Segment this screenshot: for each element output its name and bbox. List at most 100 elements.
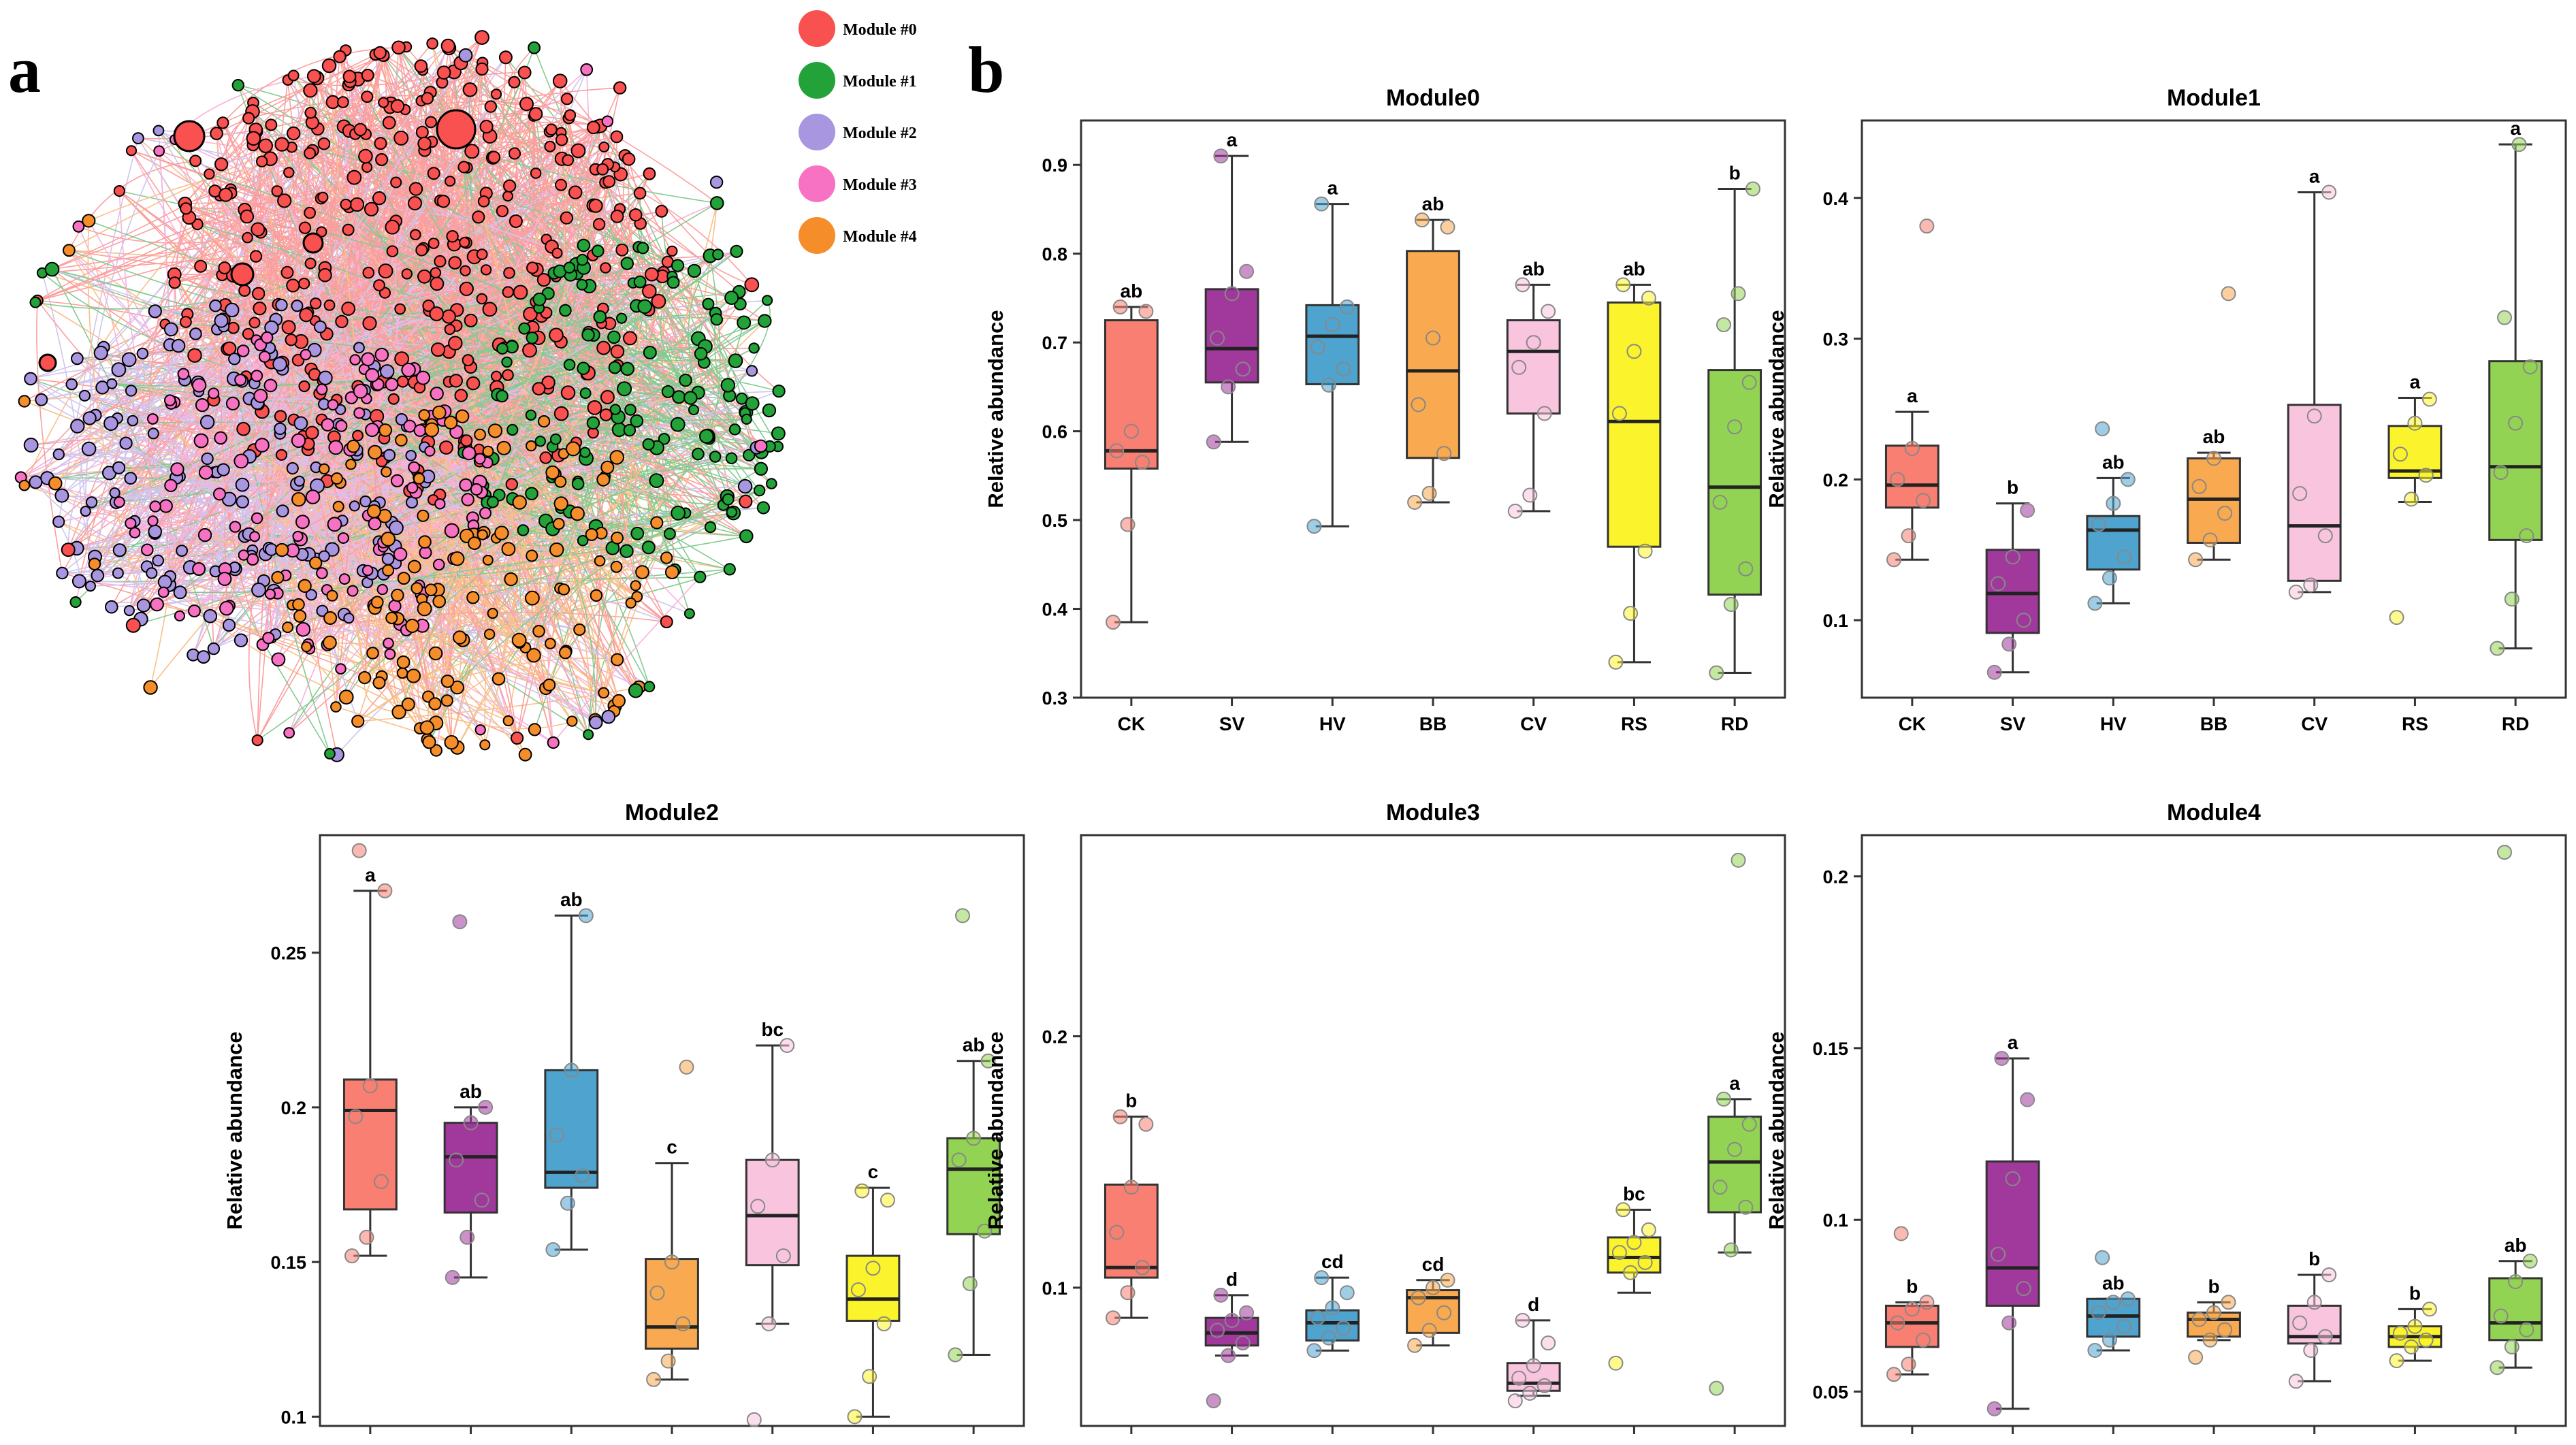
significance-letter: a xyxy=(2008,1032,2018,1053)
network-node xyxy=(428,697,442,711)
network-node xyxy=(353,123,367,137)
network-node xyxy=(555,133,568,146)
network-edge xyxy=(125,442,415,468)
network-node xyxy=(393,130,409,146)
legend-label: Module #3 xyxy=(843,176,917,194)
network-node xyxy=(571,477,585,491)
network-node xyxy=(242,112,255,125)
network-node xyxy=(274,137,289,152)
network-edge xyxy=(364,653,400,713)
network-edge xyxy=(199,102,254,267)
network-node xyxy=(559,646,572,660)
network-node xyxy=(616,312,628,324)
data-point xyxy=(1741,1116,1757,1132)
data-point xyxy=(2508,415,2524,431)
network-node xyxy=(82,214,96,228)
network-node xyxy=(173,585,187,600)
network-node xyxy=(332,500,344,513)
network-node xyxy=(391,40,406,55)
data-point xyxy=(2188,1350,2204,1365)
network-node xyxy=(501,542,516,556)
network-edge xyxy=(430,71,525,93)
network-node xyxy=(482,555,494,566)
network-node xyxy=(596,472,611,487)
network-node xyxy=(373,46,387,60)
network-node xyxy=(121,352,137,368)
data-point xyxy=(474,1192,489,1208)
network-node xyxy=(622,152,636,166)
network-node xyxy=(560,211,573,225)
data-point xyxy=(478,1099,494,1115)
data-point xyxy=(578,908,594,924)
network-hub-node xyxy=(38,353,57,372)
data-point xyxy=(1716,317,1731,333)
x-tick-label: RS xyxy=(2402,713,2428,734)
network-edge xyxy=(118,453,564,574)
data-point xyxy=(1723,1242,1739,1258)
data-point xyxy=(2102,570,2117,586)
network-hub-node xyxy=(302,232,324,254)
network-node xyxy=(586,416,600,430)
network-node xyxy=(109,487,120,499)
network-node xyxy=(111,362,127,378)
network-edge xyxy=(271,611,667,638)
iqr-box xyxy=(342,1078,398,1211)
x-tick-label: RS xyxy=(2402,1442,2428,1445)
network-node xyxy=(526,549,538,562)
network-edge xyxy=(112,336,615,387)
network-node xyxy=(264,588,276,600)
network-node xyxy=(405,450,417,461)
network-edge xyxy=(385,259,583,472)
network-node xyxy=(434,498,446,510)
network-node xyxy=(303,83,318,98)
network-node xyxy=(287,69,300,82)
data-point xyxy=(1730,852,1746,868)
box-hv: ab xyxy=(2086,421,2141,611)
x-tick-label: CV xyxy=(759,1442,786,1445)
network-edge xyxy=(244,290,474,526)
data-point xyxy=(564,1062,579,1078)
network-node xyxy=(609,404,622,415)
network-edge xyxy=(174,282,742,400)
network-node xyxy=(461,493,474,506)
network-node xyxy=(292,530,304,542)
network-node xyxy=(570,506,585,521)
network-node xyxy=(56,566,69,580)
box-rd: ab xyxy=(946,908,1001,1363)
network-node xyxy=(417,136,432,151)
box-sv: ab xyxy=(443,914,498,1285)
network-node xyxy=(385,377,399,391)
network-edge xyxy=(158,150,171,401)
network-node xyxy=(382,116,396,130)
network-node xyxy=(197,650,210,664)
network-node xyxy=(342,69,357,84)
network-node xyxy=(492,672,506,686)
data-point xyxy=(779,1038,795,1053)
network-node xyxy=(324,748,336,760)
data-point xyxy=(1890,472,1905,487)
network-node xyxy=(343,613,355,624)
y-tick-label: 0.1 xyxy=(1042,1278,1067,1299)
data-point xyxy=(549,1127,564,1143)
x-tick-label: CK xyxy=(1118,713,1145,734)
data-point xyxy=(1123,423,1139,439)
data-point xyxy=(1723,597,1739,612)
network-node xyxy=(391,588,404,602)
network-node xyxy=(152,554,164,567)
network-node xyxy=(710,313,724,326)
network-node xyxy=(306,69,321,84)
data-point xyxy=(1411,397,1426,412)
network-node xyxy=(434,255,447,268)
network-node xyxy=(494,525,509,540)
network-node xyxy=(629,208,643,222)
network-node xyxy=(730,244,743,258)
data-point xyxy=(2421,1301,2437,1317)
network-node xyxy=(560,385,576,400)
network-node xyxy=(482,445,494,457)
data-point xyxy=(1314,1270,1330,1286)
network-edge xyxy=(492,72,526,159)
network-node xyxy=(321,58,337,74)
panel-a-label: a xyxy=(8,33,41,106)
data-point xyxy=(2392,1325,2408,1341)
x-tick-label: HV xyxy=(1319,713,1346,734)
